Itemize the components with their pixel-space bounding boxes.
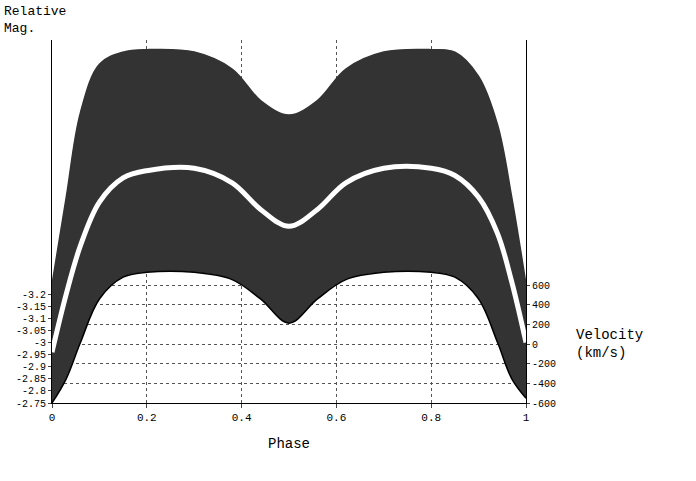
svg-text:-3.05: -3.05: [16, 326, 46, 337]
svg-text:-2.85: -2.85: [16, 374, 46, 385]
svg-text:Velocity(km/s): Velocity(km/s): [576, 327, 643, 361]
svg-text:Phase: Phase: [268, 436, 310, 452]
svg-text:-600: -600: [532, 399, 556, 410]
svg-text:-2.75: -2.75: [16, 399, 46, 410]
svg-text:-2.8: -2.8: [22, 386, 46, 397]
svg-text:-400: -400: [532, 379, 556, 390]
svg-text:0.4: 0.4: [232, 412, 252, 424]
svg-text:0: 0: [532, 340, 538, 351]
svg-text:-200: -200: [532, 359, 556, 370]
svg-text:600: 600: [532, 281, 550, 292]
svg-text:-3.1: -3.1: [22, 314, 46, 325]
svg-text:0: 0: [49, 412, 56, 424]
svg-text:200: 200: [532, 320, 550, 331]
svg-text:0.2: 0.2: [137, 412, 157, 424]
svg-text:0.6: 0.6: [326, 412, 346, 424]
svg-text:-3.2: -3.2: [22, 290, 46, 301]
svg-text:0.8: 0.8: [421, 412, 441, 424]
svg-text:-3.15: -3.15: [16, 302, 46, 313]
svg-text:400: 400: [532, 300, 550, 311]
svg-text:-2.9: -2.9: [22, 362, 46, 373]
svg-text:RelativeMag.: RelativeMag.: [4, 4, 66, 36]
svg-text:-2.95: -2.95: [16, 350, 46, 361]
svg-text:-3: -3: [34, 338, 46, 349]
svg-text:1: 1: [523, 412, 530, 424]
